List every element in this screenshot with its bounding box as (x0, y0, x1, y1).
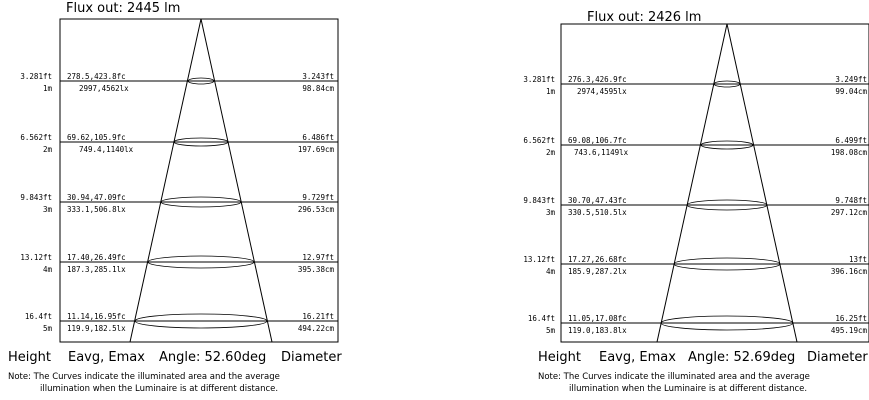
beam-ellipse-2 (700, 140, 754, 150)
height-ft-label: 13.12ft (20, 253, 52, 262)
eavg-emax-fc-label: 11.14,16.95fc (67, 312, 126, 321)
diameter-cm-label: 396.16cm (831, 267, 868, 276)
diameter-ft-label: 13ft (849, 255, 867, 264)
height-ft-label: 6.562ft (20, 133, 52, 142)
height-ft-label: 16.4ft (528, 314, 555, 323)
diameter-cm-label: 297.12cm (831, 208, 868, 217)
diagram-frame (560, 23, 869, 343)
eavg-emax-fc-label: 69.08,106.7fc (568, 136, 627, 145)
height-m-label: 4m (546, 267, 556, 276)
eavg-emax-lx-label: 743.6,1149lx (574, 148, 629, 157)
diameter-ft-label: 9.748ft (835, 196, 867, 205)
height-m-label: 2m (546, 148, 556, 157)
diameter-ft-label: 3.249ft (835, 75, 867, 84)
height-m-label: 5m (546, 326, 556, 335)
height-column-label: Height (8, 350, 51, 365)
cone-left-edge (656, 23, 728, 343)
height-m-label: 1m (43, 84, 53, 93)
height-m-label: 3m (546, 208, 556, 217)
eavg-emax-lx-label: 119.0,183.8lx (568, 326, 627, 335)
eavg-emax-fc-label: 17.27,26.68fc (568, 255, 627, 264)
diameter-column-label: Diameter (281, 350, 342, 365)
beam-ellipse-1 (713, 80, 741, 88)
note-line-2: illumination when the Luminaire is at di… (40, 384, 278, 394)
beam-ellipse-4 (673, 257, 781, 271)
note-line-1: Note: The Curves indicate the illuminate… (8, 372, 280, 382)
diameter-ft-label: 3.243ft (302, 72, 334, 81)
eavg-emax-lx-label: 333.1,506.8lx (67, 205, 126, 214)
cone-right-edge (200, 18, 273, 343)
diameter-cm-label: 198.08cm (831, 148, 868, 157)
diameter-ft-label: 6.499ft (835, 136, 867, 145)
note-line-1: Note: The Curves indicate the illuminate… (538, 372, 810, 382)
height-ft-label: 6.562ft (523, 136, 555, 145)
eavg-emax-fc-label: 30.70,47.43fc (568, 196, 627, 205)
eavg-emax-fc-label: 278.5,423.8fc (67, 72, 126, 81)
beam-ellipse-1 (187, 77, 215, 85)
diameter-ft-label: 12.97ft (302, 253, 334, 262)
diameter-ft-label: 16.25ft (835, 314, 867, 323)
eavg-emax-fc-label: 30.94,47.09fc (67, 193, 126, 202)
beam-ellipse-3 (160, 196, 242, 208)
eavg-emax-lx-label: 2997,4562lx (79, 84, 129, 93)
diameter-cm-label: 296.53cm (298, 205, 335, 214)
cone-left-edge (129, 18, 202, 343)
height-ft-label: 3.281ft (523, 75, 555, 84)
diameter-column-label: Diameter (807, 350, 868, 365)
eavg-emax-lx-label: 119.9,182.5lx (67, 324, 126, 333)
eavg-emax-fc-label: 276.3,426.9fc (568, 75, 627, 84)
eavg-emax-column-label: Eavg, Emax (68, 350, 145, 365)
eavg-emax-column-label: Eavg, Emax (599, 350, 676, 365)
height-m-label: 4m (43, 265, 53, 274)
height-ft-label: 13.12ft (523, 255, 555, 264)
height-m-label: 1m (546, 87, 556, 96)
height-column-label: Height (538, 350, 581, 365)
beam-diagram-left: Flux out: 2445 lm 3.281ft 1m 278.5,423.8… (0, 0, 420, 400)
height-ft-label: 9.843ft (523, 196, 555, 205)
flux-label: Flux out: 2426 lm (587, 10, 701, 25)
diameter-ft-label: 9.729ft (302, 193, 334, 202)
note-line-2: illumination when the Luminaire is at di… (569, 384, 807, 394)
diameter-cm-label: 197.69cm (298, 145, 335, 154)
beam-ellipse-2 (173, 137, 229, 147)
beam-diagram-svg-right: Flux out: 2426 lm 3.281ft 1m 276.3,426.9… (523, 10, 869, 394)
eavg-emax-lx-label: 185.9,287.2lx (568, 267, 627, 276)
eavg-emax-fc-label: 17.40,26.49fc (67, 253, 126, 262)
height-ft-label: 9.843ft (20, 193, 52, 202)
height-ft-label: 3.281ft (20, 72, 52, 81)
beam-ellipse-5 (134, 313, 268, 329)
diameter-cm-label: 494.22cm (298, 324, 335, 333)
diameter-ft-label: 16.21ft (302, 312, 334, 321)
diameter-cm-label: 395.38cm (298, 265, 335, 274)
beam-ellipse-5 (660, 315, 794, 331)
eavg-emax-lx-label: 330.5,510.5lx (568, 208, 627, 217)
diameter-cm-label: 99.04cm (835, 87, 867, 96)
diagram-frame (59, 18, 339, 343)
beam-ellipse-4 (147, 255, 255, 269)
flux-label: Flux out: 2445 lm (66, 1, 180, 16)
angle-label: Angle: 52.69deg (688, 350, 795, 365)
height-m-label: 2m (43, 145, 53, 154)
diameter-ft-label: 6.486ft (302, 133, 334, 142)
diameter-cm-label: 98.84cm (302, 84, 334, 93)
height-ft-label: 16.4ft (25, 312, 52, 321)
eavg-emax-lx-label: 749.4,1140lx (79, 145, 134, 154)
cone-right-edge (726, 23, 798, 343)
beam-ellipse-3 (686, 199, 768, 211)
eavg-emax-lx-label: 187.3,285.1lx (67, 265, 126, 274)
angle-label: Angle: 52.60deg (159, 350, 266, 365)
beam-diagram-right: Flux out: 2426 lm 3.281ft 1m 276.3,426.9… (449, 0, 869, 400)
eavg-emax-fc-label: 11.05,17.08fc (568, 314, 627, 323)
height-m-label: 5m (43, 324, 53, 333)
height-m-label: 3m (43, 205, 53, 214)
eavg-emax-fc-label: 69.62,105.9fc (67, 133, 126, 142)
eavg-emax-lx-label: 2974,4595lx (577, 87, 627, 96)
diameter-cm-label: 495.19cm (831, 326, 868, 335)
beam-diagram-svg-left: Flux out: 2445 lm 3.281ft 1m 278.5,423.8… (8, 1, 342, 394)
